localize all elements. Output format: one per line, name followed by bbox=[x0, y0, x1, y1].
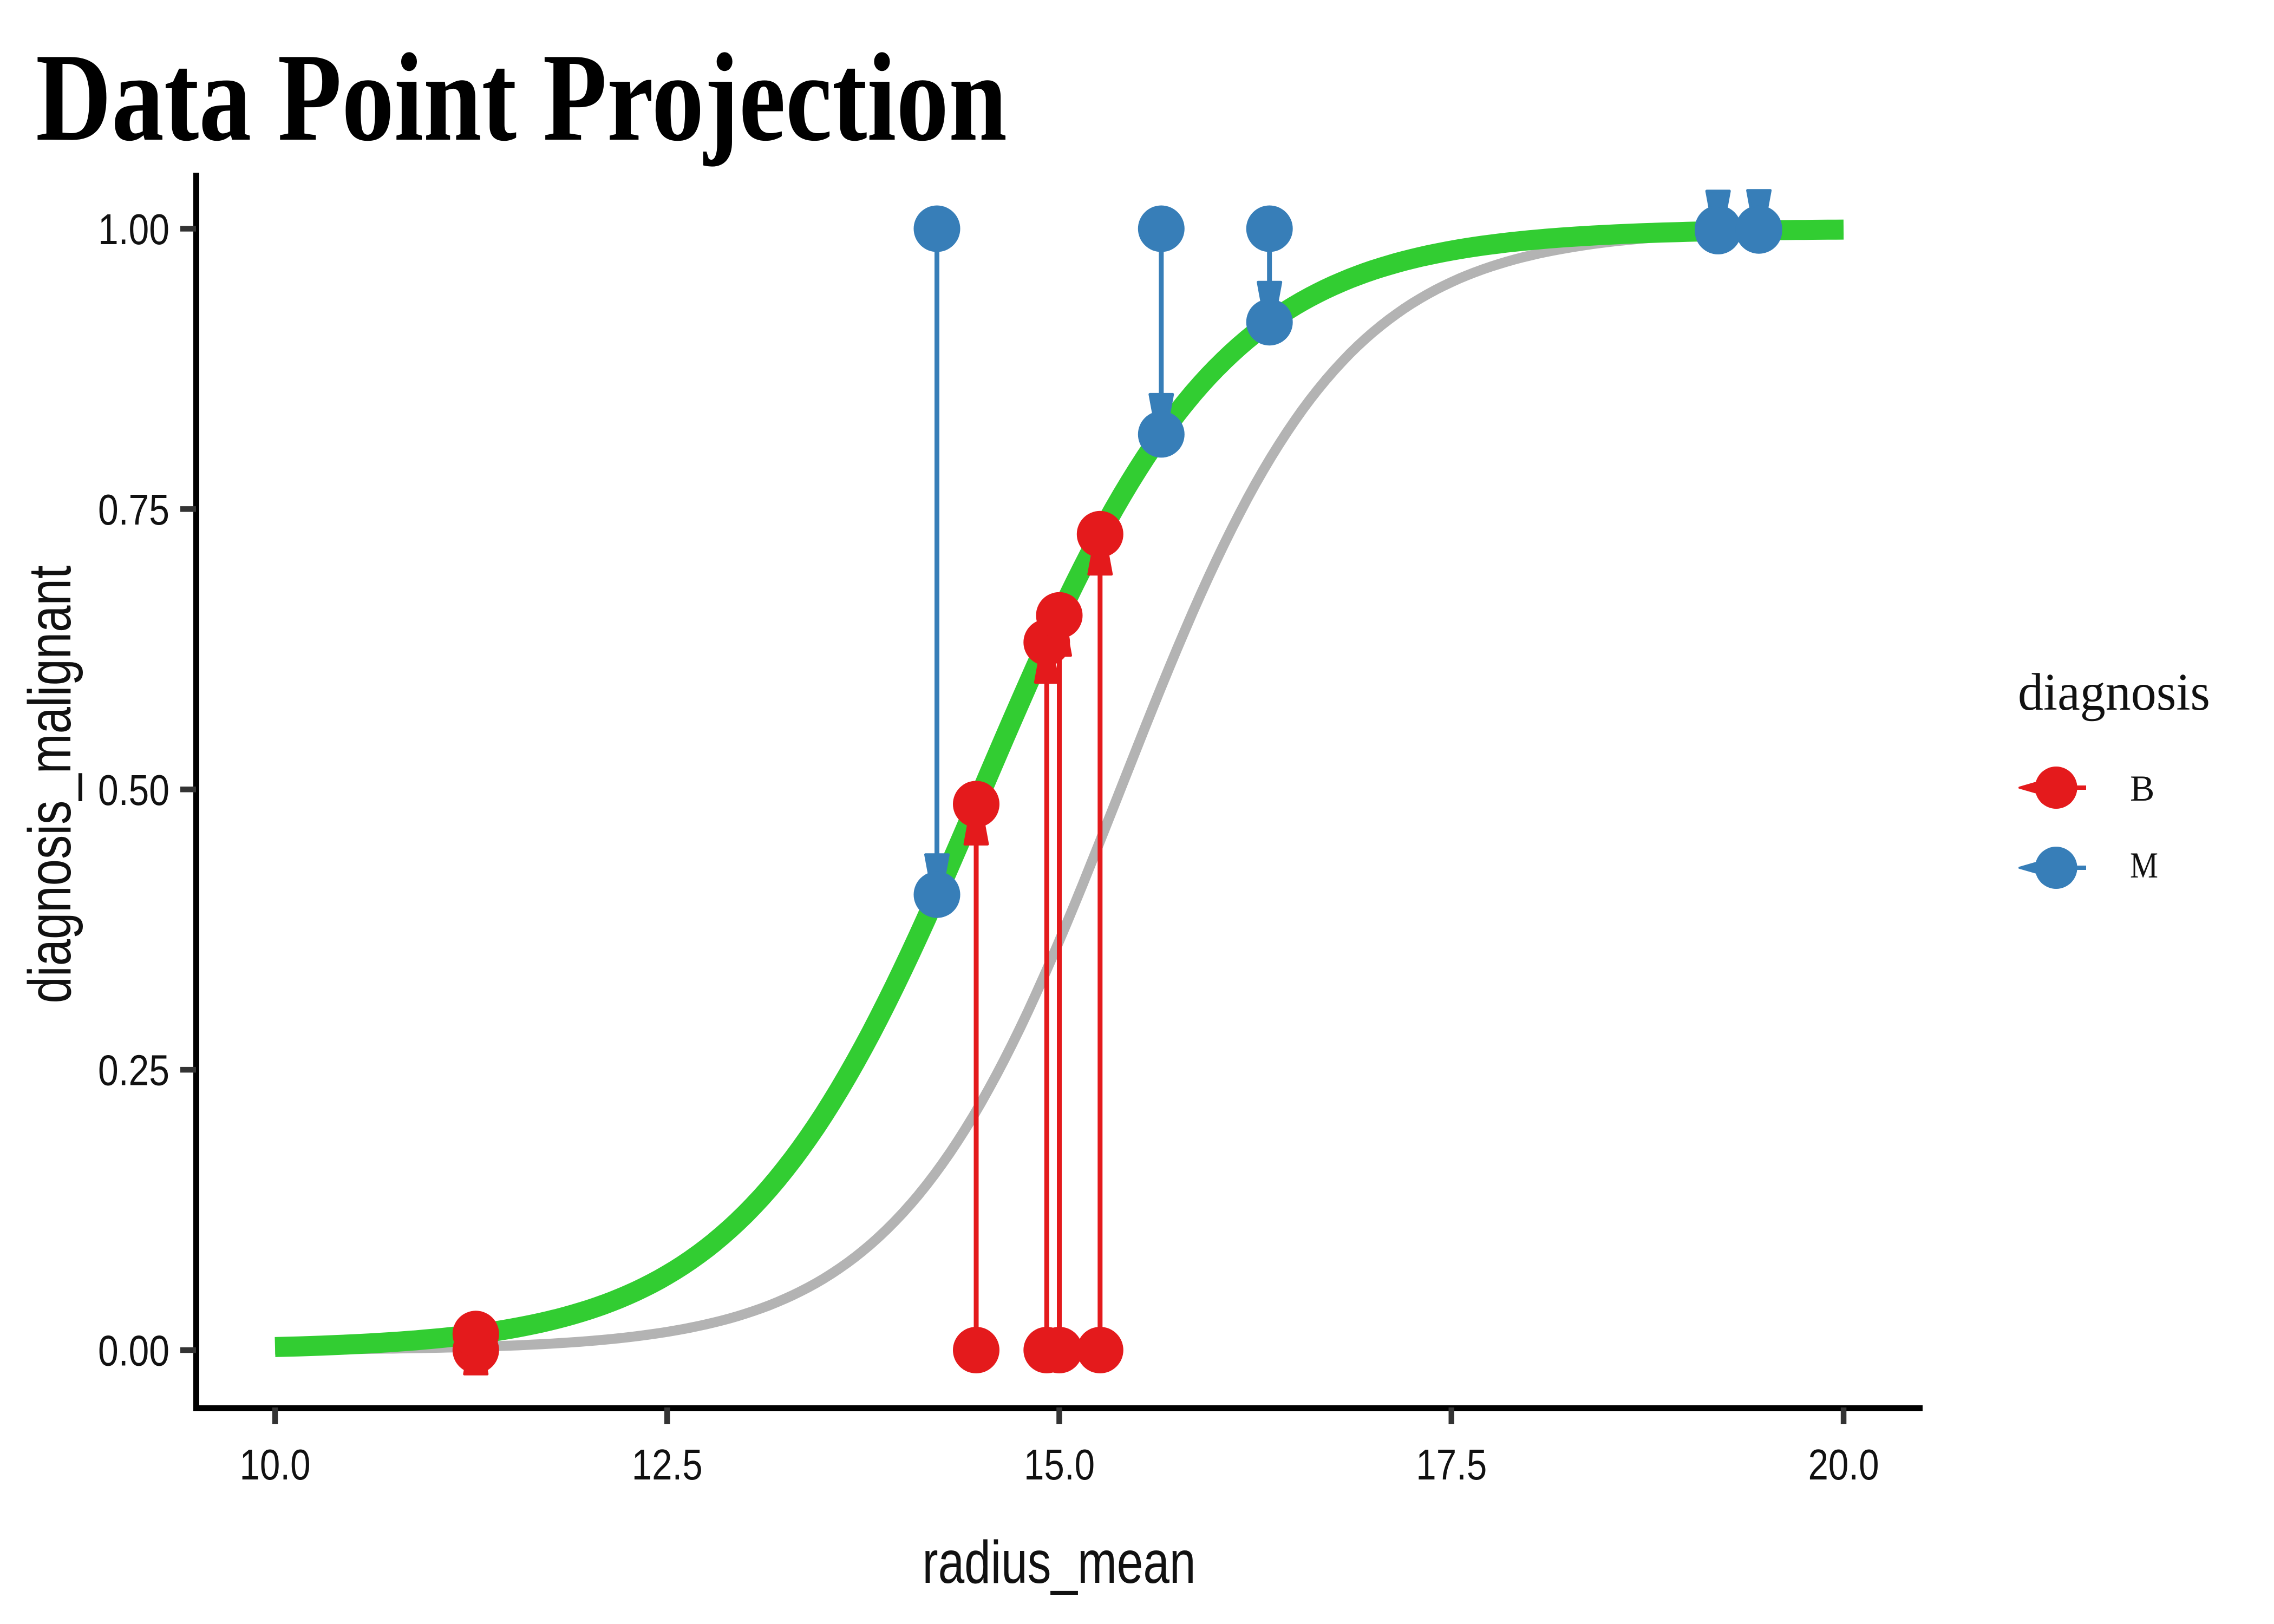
svg-text:20.0: 20.0 bbox=[1808, 1440, 1879, 1489]
svg-text:10.0: 10.0 bbox=[240, 1440, 311, 1489]
svg-text:0.00: 0.00 bbox=[98, 1327, 169, 1375]
svg-text:B: B bbox=[2130, 768, 2154, 809]
svg-text:0.50: 0.50 bbox=[98, 766, 169, 814]
svg-text:M: M bbox=[2130, 844, 2158, 886]
svg-text:radius_mean: radius_mean bbox=[923, 1529, 1196, 1596]
svg-text:Data Point Projection: Data Point Projection bbox=[36, 28, 1007, 167]
svg-text:diagnosis_malignant: diagnosis_malignant bbox=[16, 565, 83, 1003]
svg-text:0.75: 0.75 bbox=[98, 486, 169, 534]
svg-text:12.5: 12.5 bbox=[632, 1440, 703, 1489]
svg-text:15.0: 15.0 bbox=[1024, 1440, 1095, 1489]
svg-text:diagnosis: diagnosis bbox=[2018, 663, 2210, 722]
svg-text:1.00: 1.00 bbox=[98, 205, 169, 253]
svg-text:0.25: 0.25 bbox=[98, 1046, 169, 1095]
svg-text:17.5: 17.5 bbox=[1416, 1440, 1487, 1489]
